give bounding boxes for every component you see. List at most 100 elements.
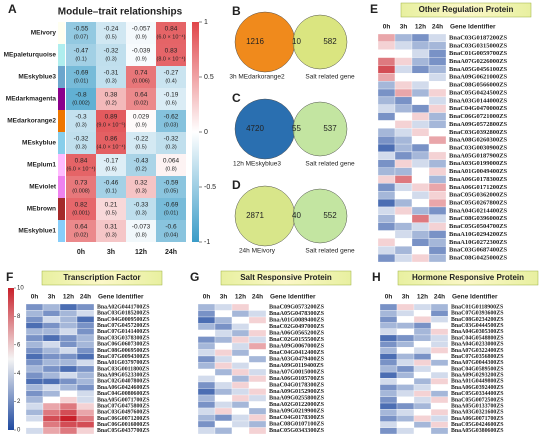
heat-cell (214, 342, 233, 350)
heat-cell (197, 362, 216, 370)
heat-cell (214, 316, 233, 324)
column-label: 12h (417, 294, 428, 301)
heat-cell (428, 33, 447, 43)
gene-id: BnaC02G0407800ZS (97, 379, 150, 385)
heat-cell (394, 136, 413, 145)
heat-cell (197, 323, 216, 331)
gene-id: BnaA07G0015000ZS (269, 370, 325, 376)
gene-id: BnaA07G0322400ZS (451, 348, 504, 354)
heat-cell (214, 368, 233, 376)
gene-id: BnaC05G0424600ZS (451, 422, 504, 428)
gene-id: BnaA03G0479400ZS (269, 357, 325, 363)
heat-cell (214, 394, 233, 402)
heat-cell (197, 381, 216, 389)
heat-cell (59, 322, 78, 329)
heat-cell (156, 132, 186, 154)
gene-id: BnaA06G0178300ZS (449, 176, 508, 183)
heat-cell (25, 396, 44, 404)
heat-cell (428, 49, 447, 58)
heat-cell (25, 316, 44, 323)
heat-cell (430, 427, 449, 435)
heat-cell (197, 342, 216, 350)
cell-p-value: (0.002) (72, 100, 90, 106)
heat-cell (411, 198, 430, 208)
heat-cell (411, 57, 430, 66)
row-label: MEviolet (29, 184, 57, 191)
heat-cell (214, 349, 233, 357)
heat-cell (413, 409, 432, 416)
gene-id: BnaA07G0226000ZS (449, 58, 508, 65)
heat-cell (156, 66, 186, 88)
gene-id: BnaA02G0441700ZS (97, 304, 150, 310)
cell-value: -0.24 (104, 26, 119, 33)
heat-cell (248, 375, 267, 383)
title-box (220, 270, 352, 286)
heat-cell (377, 143, 396, 153)
heat-cell (377, 41, 396, 50)
gene-id: BnaC05G0072500ZS (451, 397, 504, 403)
heat-cell (126, 110, 156, 132)
heat-cell (377, 191, 396, 200)
gene-id: BnaC07G0141400ZS (97, 329, 150, 335)
heat-cell (411, 167, 430, 176)
heat-cell (411, 81, 430, 90)
heat-cell (379, 390, 398, 398)
cell-value: 0.64 (135, 92, 148, 99)
heat-cell (126, 176, 156, 198)
heat-cell (411, 49, 430, 58)
cell-p-value: (0.008) (72, 188, 90, 194)
heat-cell (25, 427, 44, 435)
heat-cell (377, 120, 396, 129)
colorbar-label: 1 (204, 19, 208, 26)
gene-id: BnaC03G0497600ZS (97, 410, 150, 416)
heat-cell (413, 396, 432, 404)
heat-cell (59, 310, 78, 317)
heat-cell (413, 402, 432, 410)
heat-cell (231, 401, 250, 409)
gene-id: BnaC05G0362000ZS (449, 192, 508, 199)
heat-cell (430, 359, 449, 367)
cell-value: -0.19 (164, 92, 179, 99)
heat-cell (25, 371, 44, 379)
column-label: 0h (77, 249, 85, 256)
heat-cell (59, 371, 78, 379)
heat-cell (25, 378, 44, 385)
gene-id: BnaA09G0572800ZS (449, 121, 508, 128)
colorbar (8, 288, 14, 430)
gene-id: BnaC08G0107100ZS (269, 422, 325, 428)
heat-cell (396, 378, 415, 385)
heat-cell (66, 88, 96, 110)
gene-id: BnaA09G0119400ZS (269, 363, 324, 369)
row-label: MEbrown (27, 206, 56, 213)
heat-cell (42, 421, 61, 428)
heat-cell (379, 427, 398, 435)
heat-cell (413, 384, 432, 391)
gene-id: BnaA04G0305300ZS (451, 329, 504, 335)
gene-id: BnaA04G0233000ZS (451, 342, 504, 348)
cell-value: -0.62 (164, 114, 179, 121)
heat-cell (156, 110, 186, 132)
column-label: 12h (235, 294, 246, 301)
heat-cell (197, 336, 216, 344)
module-color (58, 88, 65, 110)
heat-cell (394, 120, 413, 129)
heat-cell (25, 347, 44, 354)
panel-label: H (372, 270, 381, 284)
gene-id: BnaA05G0456100ZS (449, 66, 508, 73)
heat-cell (248, 388, 267, 396)
heat-cell (428, 128, 447, 137)
heat-cell (59, 353, 78, 360)
heat-cell (66, 220, 96, 242)
cell-value: -0.69 (74, 70, 89, 77)
heat-cell (411, 104, 430, 113)
cell-p-value: (0.006) (132, 78, 150, 84)
gene-id: BnaA05G0478300ZS (269, 311, 325, 317)
heat-cell (156, 154, 186, 176)
heat-cell (377, 33, 396, 43)
column-label: 3h (220, 294, 228, 301)
heat-cell (214, 401, 233, 409)
panel-title: Hormone Responsive Protein (412, 273, 524, 282)
heat-cell (430, 409, 449, 416)
gene-id: BnaA06G0171200ZS (449, 184, 508, 191)
heat-cell (66, 110, 96, 132)
